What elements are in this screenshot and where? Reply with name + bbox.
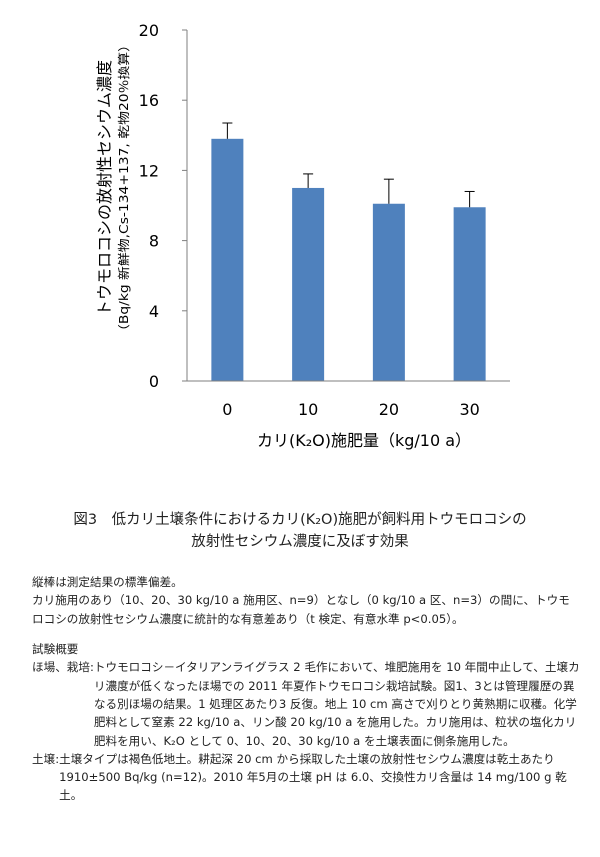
overview-title: 試験概要 xyxy=(32,641,79,656)
x-axis-title: カリ(K₂O)施肥量（kg/10 a） xyxy=(257,431,471,450)
figure-caption: 図3 低カリ土壌条件におけるカリ(K₂O)施肥が飼料用トウモロコシの 放射性セシ… xyxy=(0,509,600,554)
y-tick-label: 0 xyxy=(149,372,159,391)
overview-soil-label: 土壌: xyxy=(32,751,60,766)
caption-line-2: 放射性セシウム濃度に及ぼす効果 xyxy=(191,534,409,551)
bar-chart: 0 4 8 12 16 20 0 10 20 30 トウモロコシの放射性セシウム濃度 （Bq/k… xyxy=(95,21,510,450)
x-tick-label: 10 xyxy=(298,400,318,419)
overview-soil-text: 土壌タイプは褐色低地土。耕起深 20 cm から採取した土壌の放射性セシウム濃度… xyxy=(59,751,567,803)
bar-30 xyxy=(453,207,486,381)
note-significance: カリ施用のあり（10、20、30 kg/10 a 施用区、n=9）となし（0 k… xyxy=(32,593,570,626)
y-tick-label: 16 xyxy=(139,91,159,110)
y-tick-label: 12 xyxy=(139,161,159,180)
y-tick-label: 4 xyxy=(149,302,159,321)
bar-10 xyxy=(292,187,325,381)
x-tick-label: 30 xyxy=(459,400,479,419)
overview-field-label: ほ場、栽培: xyxy=(32,660,94,675)
caption-line-1: 図3 低カリ土壌条件におけるカリ(K₂O)施肥が飼料用トウモロコシの xyxy=(73,512,527,528)
overview-soil-item: 土壌: 土壌タイプは褐色低地土。耕起深 20 cm から採取した土壌の放射性セシ… xyxy=(32,750,580,805)
y-axis: 0 4 8 12 16 20 xyxy=(139,21,188,391)
overview-field-item: ほ場、栽培: トウモロコシ－イタリアンライグラス 2 毛作において、堆肥施用を … xyxy=(32,658,580,750)
bar-20 xyxy=(372,203,405,381)
y-axis-title: トウモロコシの放射性セシウム濃度 xyxy=(95,60,114,316)
overview-field-text: トウモロコシ－イタリアンライグラス 2 毛作において、堆肥施用を 10 年間中止… xyxy=(93,660,580,748)
y-axis-subtitle: （Bq/kg 新鮮物,Cs-134+137, 乾物20％換算） xyxy=(116,38,131,338)
notes-section: 縦棒は測定結果の標準偏差。 カリ施用のあり（10、20、30 kg/10 a 施… xyxy=(32,573,580,805)
y-tick-label: 20 xyxy=(139,21,159,40)
x-tick-label: 0 xyxy=(222,400,232,419)
bar-0 xyxy=(211,138,244,381)
y-tick-label: 8 xyxy=(149,232,159,251)
x-tick-label: 20 xyxy=(379,400,399,419)
bars xyxy=(211,122,486,381)
x-axis: 0 10 20 30 xyxy=(187,380,510,419)
note-error-bar: 縦棒は測定結果の標準偏差。 xyxy=(32,575,183,589)
